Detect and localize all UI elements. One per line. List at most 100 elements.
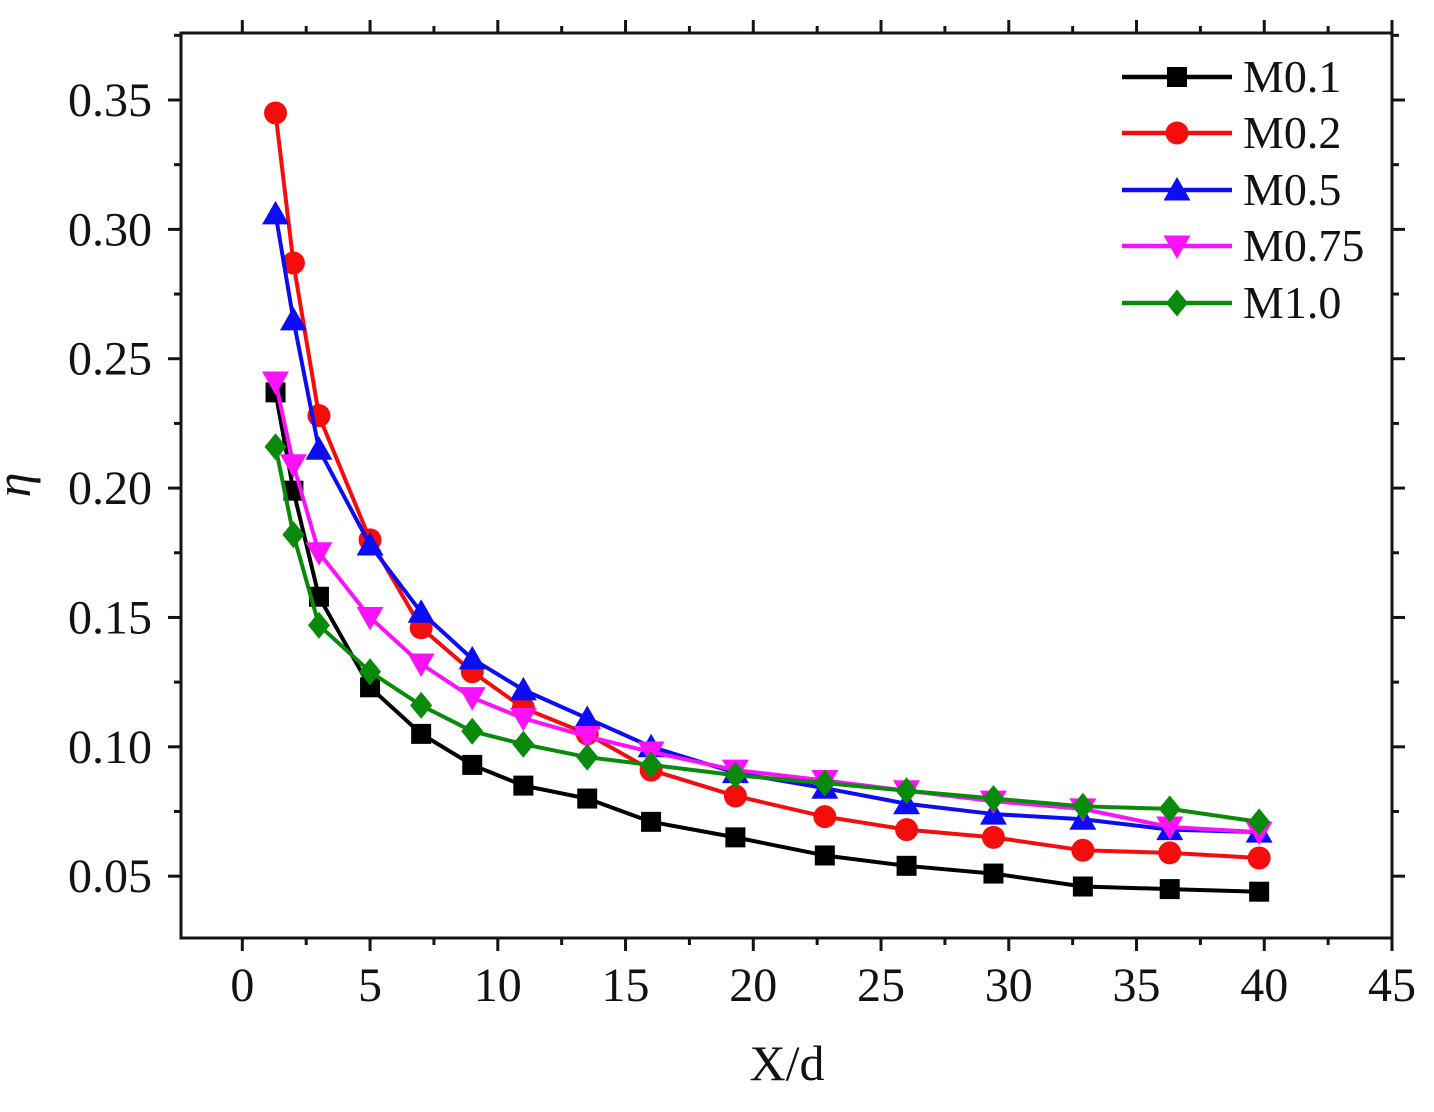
diamond-marker: [359, 658, 382, 686]
triangle-up-marker: [356, 532, 384, 556]
series-line-M0.5: [273, 211, 1262, 835]
legend-item-M0.75: M0.75: [1122, 220, 1364, 271]
triangle-down-marker: [1163, 235, 1191, 259]
triangle-down-marker: [1156, 816, 1184, 841]
diamond-marker: [813, 769, 836, 797]
legend-item-M0.1: M0.1: [1122, 51, 1341, 102]
y-axis-title: η: [0, 473, 41, 498]
diamond-marker: [307, 611, 330, 639]
x-tick-label: 25: [857, 959, 905, 1012]
diamond-marker: [1158, 795, 1181, 823]
legend-label-M1.0: M1.0: [1243, 277, 1341, 328]
x-tick-label: 10: [474, 959, 522, 1012]
square-marker: [983, 863, 1004, 884]
axis-ticks: [168, 20, 1405, 951]
circle-marker: [281, 251, 305, 275]
y-tick-label: 0.05: [68, 850, 152, 903]
diamond-marker: [1071, 792, 1094, 820]
legend: M0.1M0.2 M0.5M0.75 M1.0: [1122, 51, 1364, 328]
legend-label-M0.5: M0.5: [1243, 164, 1341, 215]
circle-marker: [723, 784, 747, 808]
series-M0.2: [264, 101, 1271, 870]
circle-marker: [895, 818, 919, 842]
x-tick-label: 40: [1240, 959, 1288, 1012]
x-tick-label: 45: [1368, 959, 1416, 1012]
series-line-M0.2: [273, 110, 1262, 861]
legend-label-M0.1: M0.1: [1243, 51, 1341, 102]
x-tick-label: 15: [602, 959, 650, 1012]
plot-frame: [179, 31, 1394, 940]
y-tick-label: 0.20: [68, 462, 152, 515]
legend-label-M0.75: M0.75: [1243, 220, 1364, 271]
triangle-up-marker: [279, 306, 307, 331]
x-tick-label: 20: [729, 959, 777, 1012]
square-marker: [725, 827, 746, 848]
circle-marker: [1158, 841, 1182, 865]
triangle-down-marker: [573, 725, 601, 750]
diamond-marker: [282, 521, 305, 549]
series-line-M0.1: [273, 390, 1262, 894]
x-axis-title: X/d: [750, 1035, 825, 1091]
diamond-marker: [982, 785, 1005, 813]
square-marker: [814, 845, 835, 866]
diamond-marker: [512, 730, 535, 758]
data-series: [262, 101, 1273, 902]
x-tick-label: 5: [358, 959, 382, 1012]
series-line-M1.0: [273, 444, 1262, 824]
diamond-marker: [1248, 808, 1271, 836]
square-marker: [360, 677, 381, 698]
legend-item-M0.2: M0.2: [1122, 107, 1341, 158]
series-line-M0.75: [273, 380, 1262, 835]
y-tick-label: 0.35: [68, 74, 152, 127]
triangle-down-marker: [305, 542, 333, 566]
diamond-marker: [576, 743, 599, 771]
square-marker: [577, 788, 598, 809]
triangle-up-marker: [305, 436, 333, 460]
axis-tick-labels: 0 5 10 15 20 25 30 35 40 45 0.05 0.10 0.15 0.20 0.25 0.…: [68, 74, 1416, 1012]
series-M0.5: [262, 200, 1273, 843]
diamond-marker: [410, 691, 433, 719]
triangle-up-marker: [509, 676, 537, 701]
triangle-down-marker: [458, 687, 486, 711]
circle-marker: [1247, 846, 1271, 870]
series-M0.75: [262, 371, 1273, 846]
diamond-marker: [724, 761, 747, 789]
circle-marker: [981, 825, 1005, 849]
triangle-down-marker: [407, 653, 435, 678]
circle-marker: [264, 101, 288, 125]
y-tick-label: 0.25: [68, 333, 152, 386]
triangle-down-marker: [262, 371, 290, 396]
diamond-marker: [461, 717, 484, 745]
square-marker: [896, 855, 917, 876]
triangle-up-marker: [262, 200, 290, 225]
triangle-up-marker: [1163, 177, 1191, 201]
square-marker: [1072, 876, 1093, 897]
x-tick-label: 0: [230, 959, 254, 1012]
square-marker: [1249, 881, 1270, 902]
circle-marker: [813, 805, 837, 829]
diamond-marker: [1166, 289, 1188, 317]
x-tick-label: 35: [1113, 959, 1161, 1012]
circle-marker: [1071, 838, 1095, 862]
circle-marker: [1165, 121, 1189, 145]
legend-item-M1.0: M1.0: [1122, 277, 1341, 328]
square-marker: [411, 723, 432, 744]
square-marker: [462, 754, 483, 775]
square-marker: [513, 775, 534, 796]
y-tick-label: 0.15: [68, 591, 152, 644]
triangle-down-marker: [509, 707, 537, 732]
triangle-up-marker: [407, 599, 435, 623]
square-marker: [1159, 879, 1180, 900]
triangle-down-marker: [356, 606, 384, 631]
y-tick-label: 0.10: [68, 721, 152, 774]
square-marker: [1167, 67, 1187, 87]
legend-label-M0.2: M0.2: [1243, 107, 1341, 158]
series-M1.0: [264, 433, 1271, 836]
triangle-up-marker: [573, 705, 601, 729]
y-tick-label: 0.30: [68, 203, 152, 256]
diamond-marker: [264, 433, 287, 461]
diamond-marker: [640, 751, 663, 779]
legend-item-M0.5: M0.5: [1122, 164, 1341, 215]
